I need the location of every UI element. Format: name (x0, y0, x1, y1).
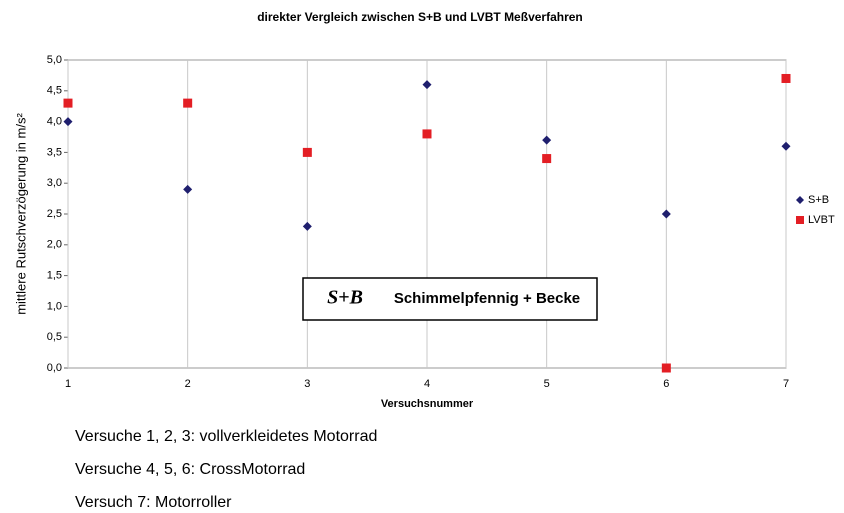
x-tick-label: 3 (304, 378, 310, 390)
point (183, 98, 193, 108)
x-tick-label: 7 (783, 378, 789, 390)
note: Versuche 4, 5, 6: CrossMotorrad (75, 461, 305, 478)
point (63, 117, 73, 127)
x-tick-label: 2 (185, 378, 191, 390)
logo-text: Schimmelpfennig + Becke (394, 290, 580, 307)
point (63, 98, 73, 108)
point (661, 363, 671, 373)
y-tick-label: 4,5 (47, 85, 62, 97)
y-tick-label: 1,5 (47, 270, 62, 282)
legend-marker (796, 196, 804, 204)
point (422, 80, 432, 90)
point (422, 129, 432, 139)
legend-label: LVBT (808, 214, 835, 226)
point (781, 141, 791, 151)
y-tick-label: 3,0 (47, 177, 62, 189)
logo-mark: S+B (327, 287, 363, 309)
y-axis-label: mittlere Rutschverzögerung in m/s² (13, 113, 28, 315)
y-tick-label: 1,0 (47, 300, 62, 312)
y-tick-label: 5,0 (47, 54, 62, 66)
y-tick-label: 0,0 (47, 362, 62, 374)
x-axis-label: Versuchsnummer (381, 398, 474, 410)
y-tick-label: 2,5 (47, 208, 62, 220)
logo-box: S+B Schimmelpfennig + Becke (302, 277, 598, 321)
y-tick-label: 0,5 (47, 331, 62, 343)
y-tick-label: 4,0 (47, 116, 62, 128)
x-tick-label: 6 (663, 378, 669, 390)
x-tick-label: 5 (544, 378, 550, 390)
point (542, 135, 552, 145)
note: Versuche 1, 2, 3: vollverkleidetes Motor… (75, 428, 377, 445)
y-tick-label: 2,0 (47, 239, 62, 251)
point (781, 73, 791, 83)
point (302, 221, 312, 231)
note: Versuch 7: Motorroller (75, 494, 232, 511)
x-tick-label: 1 (65, 378, 71, 390)
legend-item: S+B (796, 194, 829, 206)
logo-frame (302, 277, 598, 321)
point (183, 184, 193, 194)
chart-title: direkter Vergleich zwischen S+B und LVBT… (257, 10, 583, 24)
legend-marker (796, 216, 804, 224)
legend-label: S+B (808, 194, 829, 206)
legend-item: LVBT (796, 214, 835, 226)
y-tick-label: 3,5 (47, 146, 62, 158)
point (661, 209, 671, 219)
point (302, 147, 312, 157)
x-tick-label: 4 (424, 378, 430, 390)
point (542, 154, 552, 164)
